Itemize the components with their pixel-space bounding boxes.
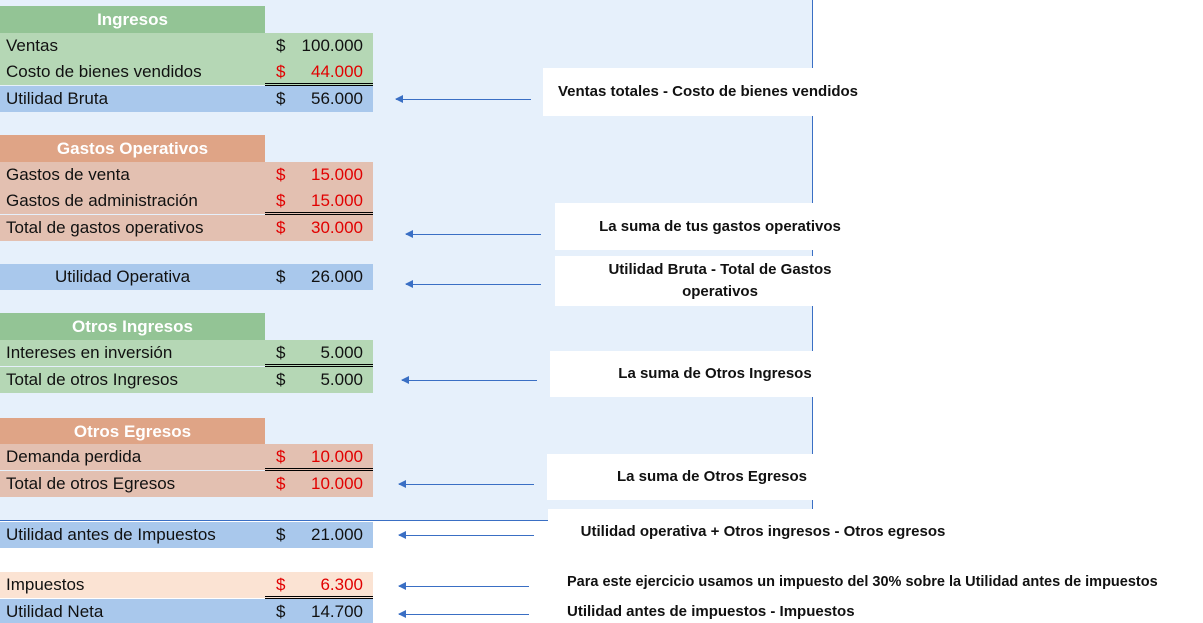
- double-underline: [265, 83, 373, 86]
- row-amount: 15.000: [311, 165, 363, 184]
- arrow-left-icon: [398, 531, 534, 539]
- row-utilidad-bruta: Utilidad Bruta $ 56.000: [0, 86, 373, 112]
- row-label: Utilidad antes de Impuestos: [6, 525, 216, 544]
- row-amount: 21.000: [311, 525, 363, 544]
- currency-symbol: $: [276, 218, 286, 237]
- double-underline: [265, 364, 373, 367]
- row-label: Costo de bienes vendidos: [6, 62, 202, 81]
- row-total-gastos-operativos: Total de gastos operativos $ 30.000: [0, 215, 373, 241]
- row-label: Total de otros Egresos: [6, 474, 176, 493]
- currency-symbol: $: [276, 447, 286, 466]
- note-otros-ingresos: La suma de Otros Ingresos: [550, 351, 880, 397]
- row-intereses-inversion: Intereses en inversión $ 5.000: [0, 340, 373, 366]
- row-amount: 44.000: [311, 62, 363, 81]
- currency-symbol: $: [276, 267, 286, 286]
- row-label: Utilidad Operativa: [55, 267, 191, 286]
- row-label: Ventas: [6, 36, 58, 55]
- row-amount: 14.700: [311, 602, 363, 621]
- currency-symbol: $: [276, 370, 286, 389]
- row-amount: 30.000: [311, 218, 363, 237]
- row-gastos-administracion: Gastos de administración $ 15.000: [0, 188, 373, 214]
- note-utilidad-neta: Utilidad antes de impuestos - Impuestos: [555, 601, 885, 623]
- row-utilidad-neta: Utilidad Neta $ 14.700: [0, 599, 373, 623]
- double-underline: [265, 212, 373, 215]
- row-amount: 5.000: [320, 370, 363, 389]
- row-label: Gastos de venta: [6, 165, 130, 184]
- row-total-otros-egresos: Total de otros Egresos $ 10.000: [0, 471, 373, 497]
- note-utilidad-antes-impuestos: Utilidad operativa + Otros ingresos - Ot…: [548, 509, 978, 555]
- row-amount: 15.000: [311, 191, 363, 210]
- currency-symbol: $: [276, 36, 286, 55]
- arrow-left-icon: [398, 480, 534, 488]
- row-label: Total de gastos operativos: [6, 218, 204, 237]
- note-gastos-operativos: La suma de tus gastos operativos: [555, 203, 885, 250]
- note-otros-egresos: La suma de Otros Egresos: [547, 454, 877, 500]
- header-otros-egresos: Otros Egresos: [0, 418, 265, 445]
- arrow-left-icon: [395, 95, 531, 103]
- row-gastos-venta: Gastos de venta $ 15.000: [0, 162, 373, 188]
- currency-symbol: $: [276, 575, 286, 594]
- note-utilidad-bruta: Ventas totales - Costo de bienes vendido…: [543, 68, 873, 116]
- row-amount: 6.300: [320, 575, 363, 594]
- double-underline: [265, 468, 373, 471]
- row-label: Impuestos: [6, 575, 85, 594]
- row-label: Utilidad Bruta: [6, 89, 109, 108]
- arrow-left-icon: [405, 230, 541, 238]
- currency-symbol: $: [276, 89, 286, 108]
- header-ingresos: Ingresos: [0, 6, 265, 33]
- currency-symbol: $: [276, 165, 286, 184]
- currency-symbol: $: [276, 343, 286, 362]
- row-amount: 56.000: [311, 89, 363, 108]
- row-utilidad-operativa: Utilidad Operativa $ 26.000: [0, 264, 373, 290]
- header-gastos-operativos: Gastos Operativos: [0, 135, 265, 162]
- row-amount: 100.000: [301, 36, 363, 55]
- row-label: Utilidad Neta: [6, 602, 104, 621]
- header-otros-ingresos: Otros Ingresos: [0, 313, 265, 340]
- double-underline: [265, 596, 373, 599]
- row-label: Intereses en inversión: [6, 343, 173, 362]
- row-costo-bienes: Costo de bienes vendidos $ 44.000: [0, 59, 373, 85]
- row-ventas: Ventas $ 100.000: [0, 33, 373, 59]
- row-impuestos: Impuestos $ 6.300: [0, 572, 373, 598]
- note-utilidad-operativa: Utilidad Bruta - Total de Gastos operati…: [555, 256, 885, 306]
- arrow-left-icon: [398, 610, 529, 618]
- row-amount: 5.000: [320, 343, 363, 362]
- currency-symbol: $: [276, 525, 286, 544]
- row-label: Demanda perdida: [6, 447, 142, 466]
- row-amount: 10.000: [311, 447, 363, 466]
- currency-symbol: $: [276, 602, 286, 621]
- row-label: Gastos de administración: [6, 191, 198, 210]
- currency-symbol: $: [276, 474, 286, 493]
- arrow-left-icon: [405, 280, 541, 288]
- arrow-left-icon: [401, 376, 537, 384]
- panel-border-bottom: [0, 520, 813, 521]
- row-amount: 26.000: [311, 267, 363, 286]
- row-total-otros-ingresos: Total de otros Ingresos $ 5.000: [0, 367, 373, 393]
- currency-symbol: $: [276, 191, 286, 210]
- row-utilidad-antes-impuestos: Utilidad antes de Impuestos $ 21.000: [0, 522, 373, 548]
- note-impuestos: Para este ejercicio usamos un impuesto d…: [555, 570, 1200, 594]
- currency-symbol: $: [276, 62, 286, 81]
- arrow-left-icon: [398, 582, 529, 590]
- row-label: Total de otros Ingresos: [6, 370, 178, 389]
- row-demanda-perdida: Demanda perdida $ 10.000: [0, 444, 373, 470]
- row-amount: 10.000: [311, 474, 363, 493]
